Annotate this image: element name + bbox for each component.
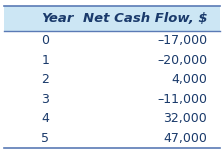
- Text: 4,000: 4,000: [171, 73, 207, 86]
- Text: 3: 3: [41, 93, 49, 106]
- Text: –17,000: –17,000: [157, 34, 207, 47]
- Text: 0: 0: [41, 34, 49, 47]
- Text: 5: 5: [41, 132, 49, 145]
- Text: –11,000: –11,000: [157, 93, 207, 106]
- Bar: [4, 6, 220, 31]
- Text: 4: 4: [41, 112, 49, 125]
- Text: 1: 1: [41, 54, 49, 67]
- Text: –20,000: –20,000: [157, 54, 207, 67]
- Text: 32,000: 32,000: [163, 112, 207, 125]
- Text: 47,000: 47,000: [163, 132, 207, 145]
- Text: 2: 2: [41, 73, 49, 86]
- Text: Year: Year: [41, 12, 73, 25]
- Text: Net Cash Flow, $: Net Cash Flow, $: [82, 12, 207, 25]
